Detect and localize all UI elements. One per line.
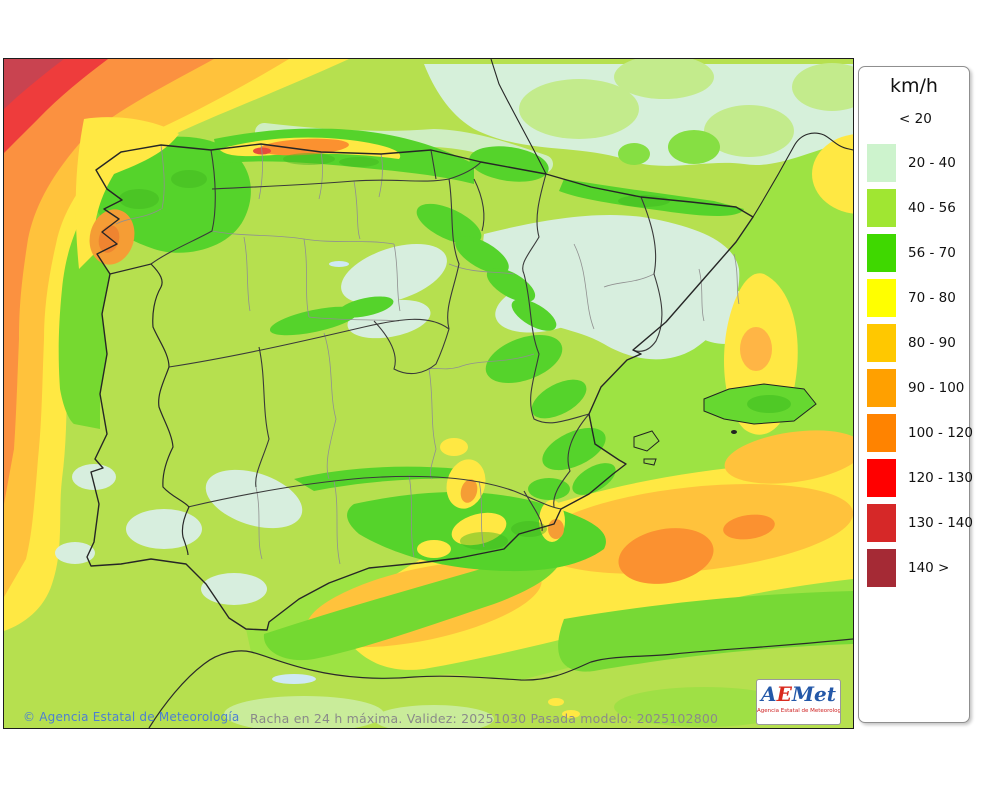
legend-title: km/h: [890, 75, 938, 97]
weather-map: © Agencia Estatal de Meteorología Racha …: [3, 58, 854, 729]
legend-label: 100 - 120: [908, 425, 973, 441]
legend-label: 130 - 140: [908, 515, 973, 531]
legend-label: 20 - 40: [908, 155, 956, 171]
legend-swatch: [867, 189, 896, 227]
legend-label: 70 - 80: [908, 290, 956, 306]
aemet-logo-word: AEMet: [761, 682, 836, 706]
legend-label: 80 - 90: [908, 335, 956, 351]
legend-swatch: [867, 279, 896, 317]
legend-item: 100 - 120: [867, 414, 973, 452]
legend-swatch: [867, 144, 896, 182]
legend-item: 80 - 90: [867, 324, 969, 362]
map-graphic: [4, 59, 853, 728]
legend-item: 20 - 40: [867, 144, 969, 182]
legend-swatch: [867, 414, 896, 452]
legend-first-label: < 20: [899, 111, 932, 127]
legend-swatch: [867, 459, 896, 497]
aemet-logo: AEMet Agencia Estatal de Meteorología: [756, 679, 841, 725]
legend-item: 56 - 70: [867, 234, 969, 272]
legend-label: 140 >: [908, 560, 950, 576]
aemet-logo-subtitle: Agencia Estatal de Meteorología: [757, 708, 841, 714]
legend-rows: 20 - 40 40 - 56 56 - 70 70 - 80 80 - 90 90 - …: [867, 144, 973, 587]
legend-swatch: [867, 504, 896, 542]
legend-swatch: [867, 549, 896, 587]
legend-swatch: [867, 369, 896, 407]
legend-panel: km/h < 20 20 - 40 40 - 56 56 - 70 70 - 80 80…: [858, 66, 973, 723]
legend-item: 90 - 100: [867, 369, 969, 407]
legend-item: 130 - 140: [867, 504, 973, 542]
map-caption: Racha en 24 h máxima. Validez: 20251030 …: [250, 711, 719, 726]
legend-swatch: [867, 324, 896, 362]
legend-item: 40 - 56: [867, 189, 969, 227]
legend-item: 120 - 130: [867, 459, 973, 497]
legend-item: 140 >: [867, 549, 969, 587]
legend-label: 90 - 100: [908, 380, 965, 396]
copyright-text: © Agencia Estatal de Meteorología: [23, 710, 240, 724]
legend-swatch: [867, 234, 896, 272]
legend-label: 56 - 70: [908, 245, 956, 261]
legend-label: 40 - 56: [908, 200, 956, 216]
legend-item: 70 - 80: [867, 279, 969, 317]
legend-label: 120 - 130: [908, 470, 973, 486]
